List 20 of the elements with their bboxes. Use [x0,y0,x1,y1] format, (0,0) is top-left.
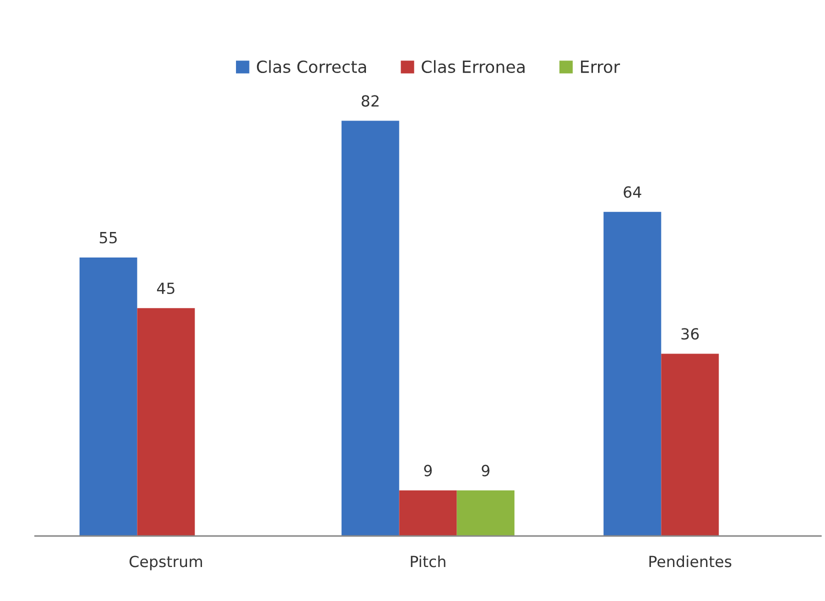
x-tick-label: Pendientes [649,555,732,568]
legend-label: Error [581,60,620,74]
legend-label: Clas Correcta [256,60,366,74]
data-label: 82 [362,95,379,107]
legend-label: Clas Erronea [422,60,525,74]
bar [604,212,662,536]
data-label: 9 [424,464,432,476]
data-label: 36 [681,328,699,340]
data-label: 9 [482,464,490,476]
bar [661,354,719,536]
bar [342,120,400,536]
bar [456,490,514,536]
bar [137,308,195,536]
data-label: 64 [624,186,642,198]
bar [80,257,138,536]
x-tick-label: Pitch [410,555,446,568]
data-label: 45 [157,282,174,294]
x-tick-label: Cepstrum [130,556,202,570]
bar [399,490,457,536]
data-label: 55 [100,232,117,244]
